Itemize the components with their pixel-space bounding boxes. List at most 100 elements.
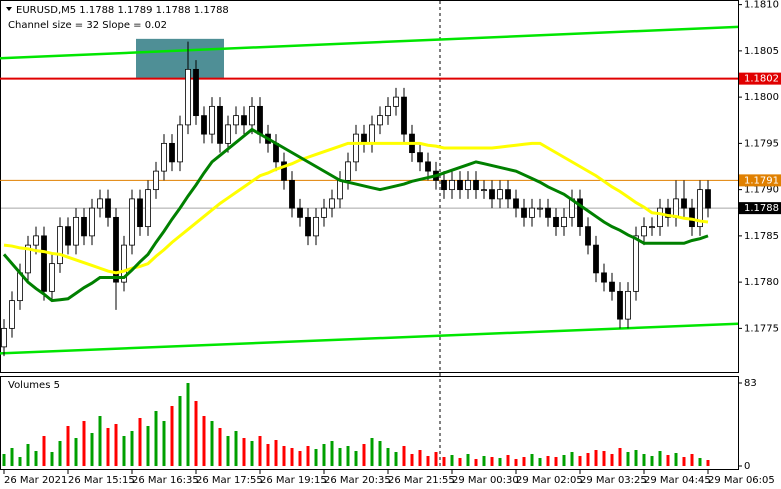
candle-body [105, 198, 111, 218]
volume-bar [274, 440, 278, 466]
candle-body [481, 189, 487, 192]
chart-subtitle: Channel size = 32 Slope = 0.02 [8, 20, 167, 31]
volume-bar [26, 444, 30, 466]
candle-body [425, 161, 431, 172]
candle-body [153, 170, 159, 191]
candle-body [513, 198, 519, 209]
candle-body [657, 207, 663, 228]
volume-bar [170, 406, 174, 466]
volume-bar [394, 452, 398, 466]
volume-bar [258, 436, 262, 466]
volume-bar [90, 433, 94, 466]
volume-bar [290, 448, 294, 466]
x-tick-label: 29 Mar 06:05 [708, 475, 775, 486]
y-tick-label: 1.1800 [744, 92, 779, 103]
volume-bar [658, 451, 662, 466]
candle-body [161, 142, 167, 172]
candle-body [689, 207, 695, 228]
price-level-box [739, 72, 781, 85]
candle-body [305, 216, 311, 237]
candle-body [145, 189, 151, 228]
candle-body [633, 235, 639, 292]
volume-bar [570, 452, 574, 466]
volume-panel [0, 376, 739, 470]
candle-body [377, 115, 383, 126]
volume-bar [130, 431, 134, 466]
volume-bar [298, 451, 302, 466]
x-tick-label: 29 Mar 04:45 [644, 475, 711, 486]
volume-bar [370, 438, 374, 466]
candle-body [257, 105, 263, 135]
volume-bar [202, 416, 206, 466]
candle-body [697, 189, 703, 228]
candle-body [537, 207, 543, 210]
candle-body [561, 216, 567, 228]
volume-bar [210, 421, 214, 466]
volume-bar [122, 436, 126, 466]
volume-bar [666, 455, 670, 466]
candle-body [113, 216, 119, 283]
volume-bar [498, 458, 502, 466]
y-tick-label: 1.1785 [744, 231, 779, 242]
candle-body [241, 115, 247, 126]
volume-bar [194, 401, 198, 466]
volume-bar [458, 458, 462, 466]
candle-body [385, 105, 391, 117]
volume-bar [338, 448, 342, 466]
volume-bar [586, 453, 590, 466]
candle-body [641, 226, 647, 237]
candle-body [553, 216, 559, 228]
volume-bar [674, 453, 678, 466]
volume-bar [82, 421, 86, 466]
candle-body [401, 96, 407, 135]
candle-body [193, 68, 199, 117]
x-tick-label: 26 Mar 2021 [4, 475, 67, 486]
candle-body [665, 207, 671, 218]
price-level-label: 1.1802 [744, 74, 779, 85]
candle-body [457, 179, 463, 191]
candle-body [1, 327, 7, 348]
candle-body [329, 198, 335, 209]
volume-bar [514, 459, 518, 466]
volume-bar [114, 424, 118, 466]
candle-body [473, 179, 479, 191]
volume-bar [474, 459, 478, 466]
candle-body [345, 161, 351, 181]
candle-body [497, 189, 503, 200]
volume-bar [250, 441, 254, 466]
volume-bar [10, 448, 14, 466]
candle-body [625, 290, 631, 320]
x-tick-label: 26 Mar 15:15 [68, 475, 135, 486]
volume-bar [538, 458, 542, 466]
volume-bar [306, 446, 310, 466]
candle-body [49, 263, 55, 292]
price-level-box [739, 202, 781, 215]
candle-body [321, 207, 327, 218]
chart-title: EURUSD,M5 1.1788 1.1789 1.1788 1.1788 [16, 5, 229, 16]
candle-body [297, 207, 303, 218]
price-panel [0, 0, 739, 373]
volume-bar [50, 452, 54, 466]
volume-label: Volumes 5 [8, 380, 60, 391]
volume-bar [402, 446, 406, 466]
channel-line [0, 25, 739, 60]
volume-bar [706, 460, 710, 466]
x-tick-label: 26 Mar 16:35 [132, 475, 199, 486]
volume-bar [154, 411, 158, 466]
candle-body [441, 179, 447, 191]
volume-bar [282, 446, 286, 466]
channel-line [0, 322, 739, 355]
volume-bar [490, 457, 494, 466]
candle-body [73, 216, 79, 246]
candle-body [89, 207, 95, 237]
candle-body [593, 244, 599, 274]
volume-bar [642, 454, 646, 466]
candle-body [465, 179, 471, 191]
y-tick-label: 1.1790 [744, 185, 779, 196]
symbol-marker [6, 7, 12, 11]
x-tick-label: 26 Mar 21:55 [388, 475, 455, 486]
volume-bar [442, 457, 446, 466]
candle-body [177, 124, 183, 163]
candle-body [601, 272, 607, 283]
